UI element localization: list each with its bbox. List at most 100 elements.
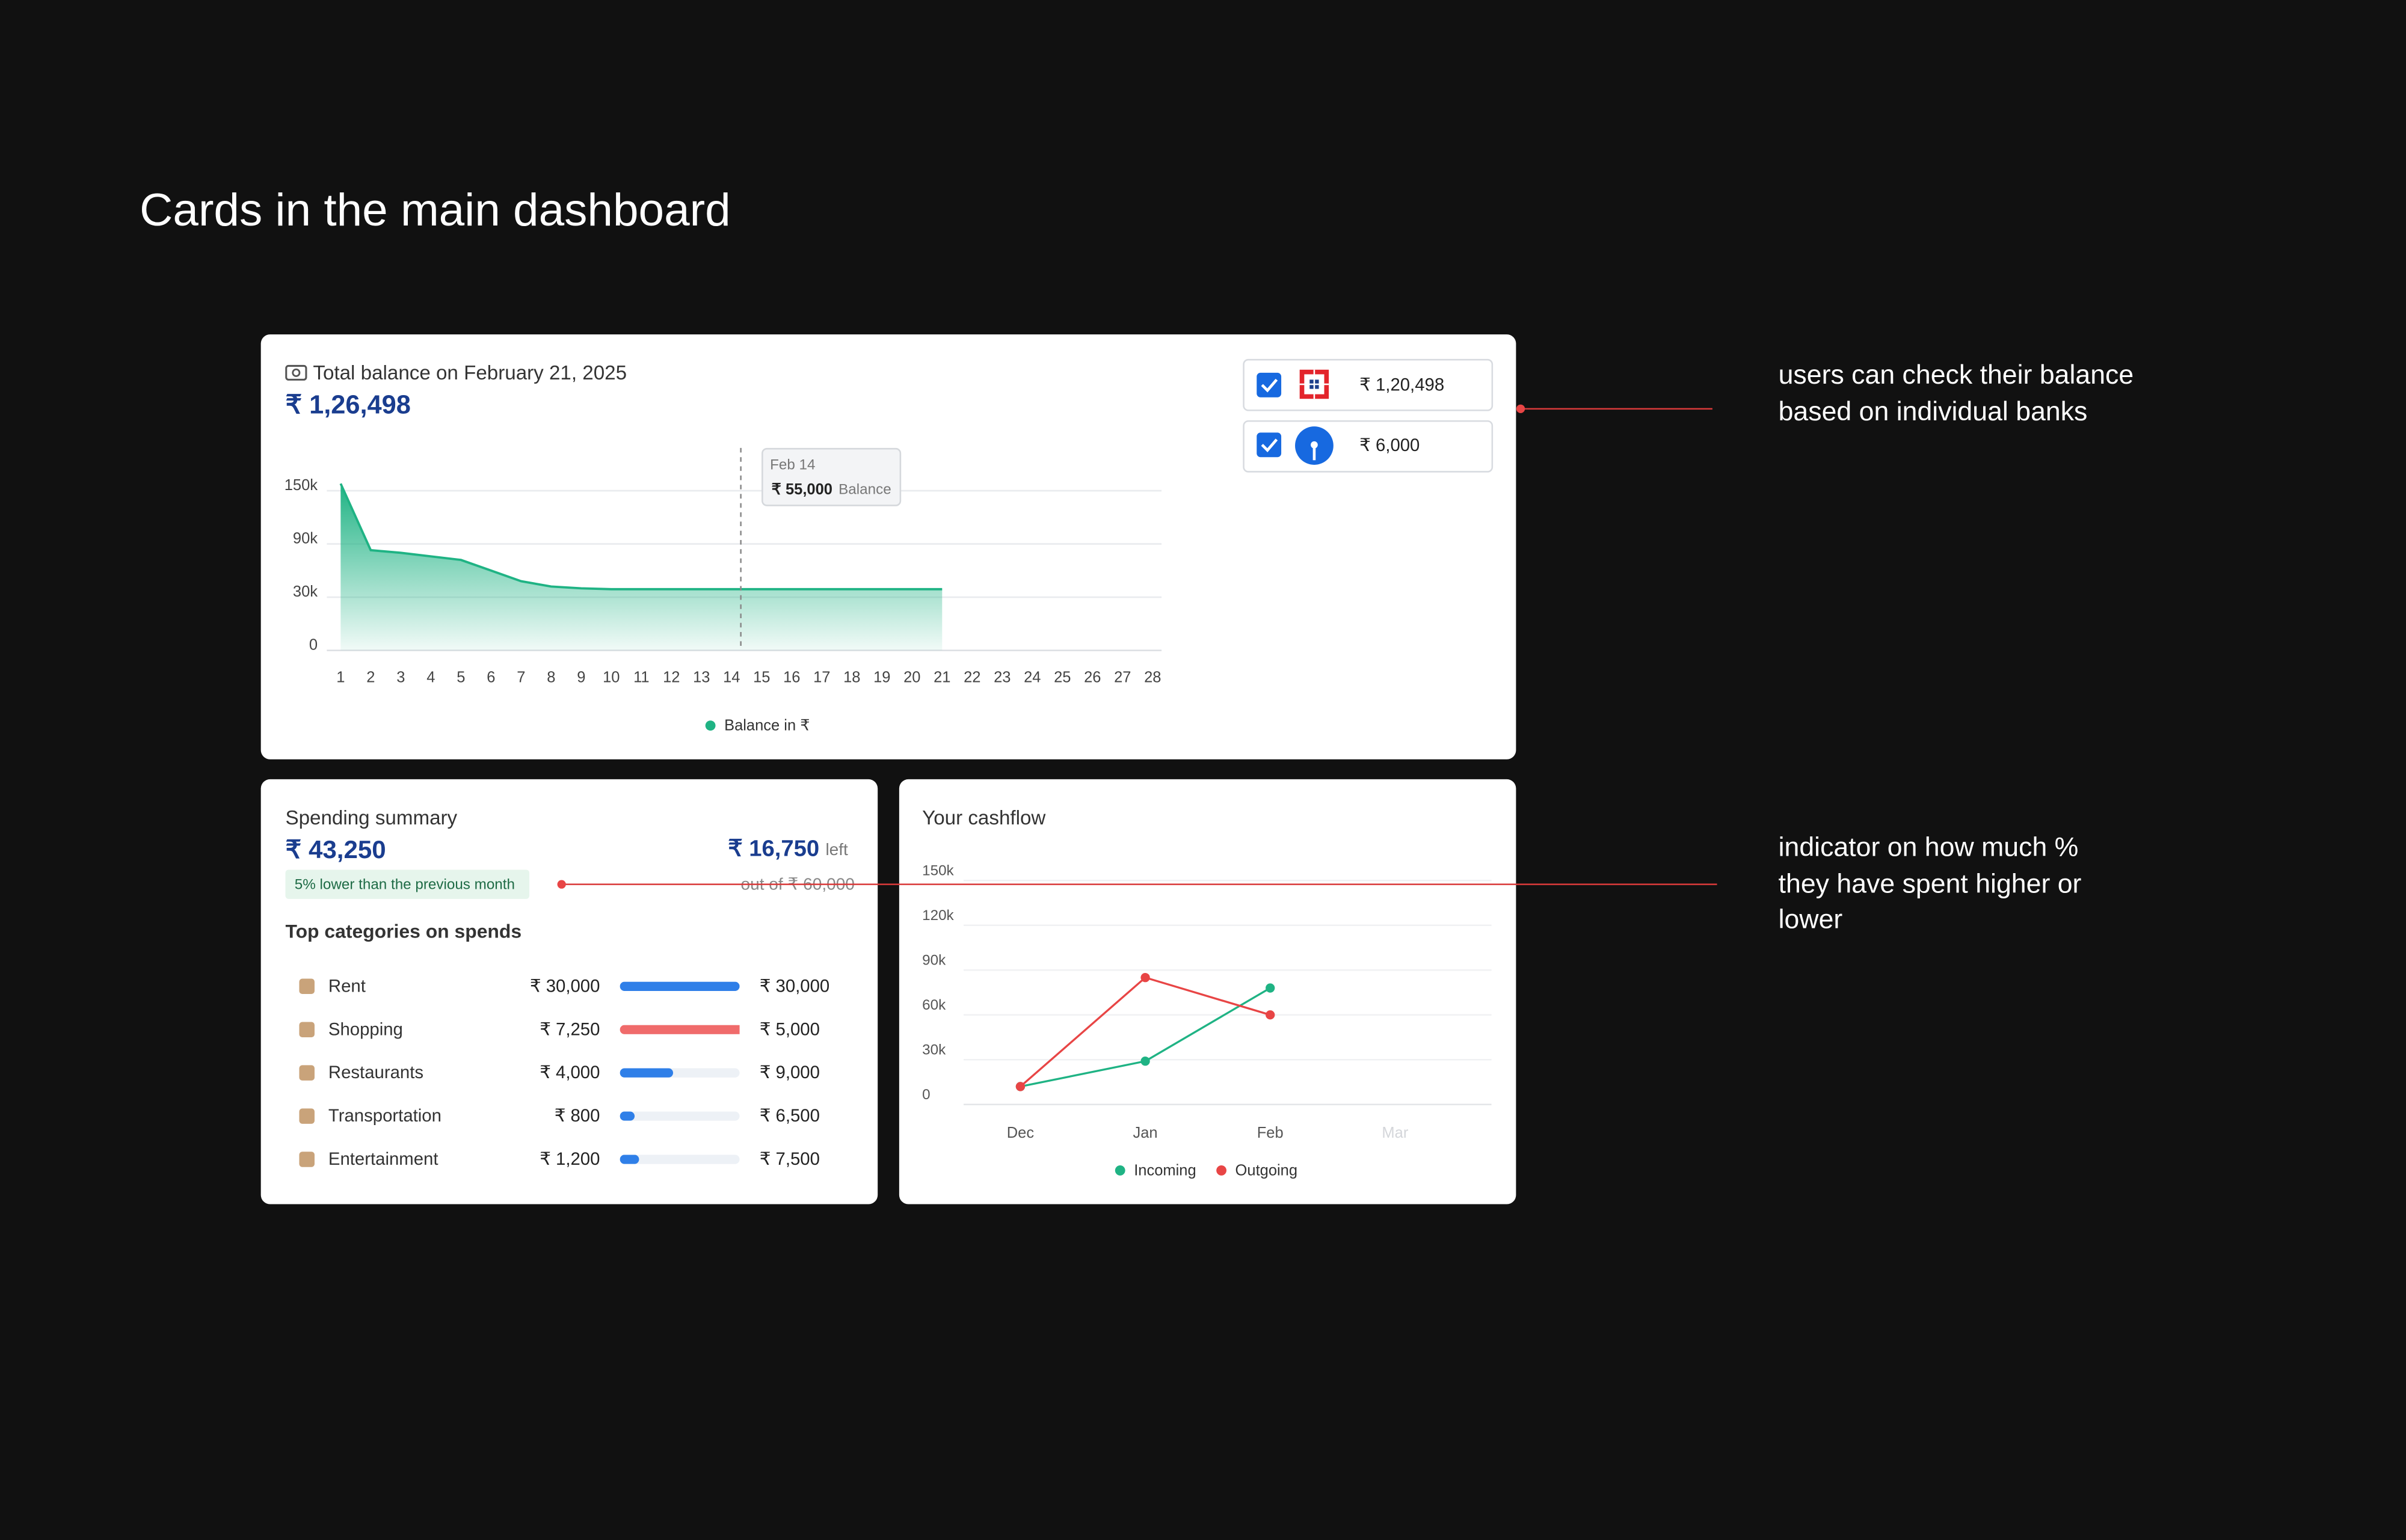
category-icon bbox=[299, 1065, 315, 1081]
x-tick-label: 22 bbox=[964, 669, 980, 686]
balance-area bbox=[340, 483, 943, 651]
x-tick-label: 3 bbox=[396, 669, 405, 686]
y-tick-label: 120k bbox=[922, 907, 954, 924]
x-tick-label: 20 bbox=[903, 669, 920, 686]
x-tick-label: 7 bbox=[517, 669, 525, 686]
series-point bbox=[1266, 1010, 1275, 1020]
category-name: Entertainment bbox=[328, 1149, 438, 1169]
x-tick-label: 13 bbox=[693, 669, 710, 686]
spend-bar bbox=[620, 1025, 740, 1034]
annotation-dot bbox=[557, 880, 566, 889]
budget-amount: ₹ 7,500 bbox=[760, 1149, 820, 1169]
change-badge bbox=[285, 870, 530, 899]
x-tick-label: 15 bbox=[753, 669, 770, 686]
y-tick-label: 150k bbox=[922, 862, 954, 879]
bar-clip bbox=[620, 981, 740, 991]
legend-label: Balance in ₹ bbox=[724, 717, 810, 734]
bank-logo-key bbox=[1312, 444, 1316, 461]
y-tick-label: 30k bbox=[293, 583, 318, 600]
x-tick-label: 18 bbox=[843, 669, 860, 686]
spend-bar bbox=[620, 981, 740, 991]
category-name: Rent bbox=[328, 976, 366, 996]
bank-amount: ₹ 1,20,498 bbox=[1359, 375, 1444, 394]
x-tick-label: 9 bbox=[577, 669, 585, 686]
checkmark bbox=[1261, 378, 1278, 393]
card-title: Spending summary bbox=[285, 807, 457, 829]
x-tick-label: 21 bbox=[934, 669, 950, 686]
series-point bbox=[1266, 983, 1275, 993]
bar-clip bbox=[620, 1111, 635, 1121]
spent-amount: ₹ 4,000 bbox=[540, 1063, 600, 1082]
x-tick-label: 6 bbox=[487, 669, 495, 686]
page-title: Cards in the main dashboard bbox=[140, 185, 731, 236]
balance-card bbox=[260, 334, 1516, 759]
series-point bbox=[1140, 1057, 1150, 1066]
category-icon bbox=[299, 1108, 315, 1124]
x-tick-label: 8 bbox=[547, 669, 555, 686]
legend-label: Outgoing bbox=[1235, 1162, 1298, 1179]
legend-dot bbox=[705, 720, 716, 731]
spent-amount: ₹ 1,200 bbox=[540, 1149, 600, 1169]
x-tick-label: Dec bbox=[1007, 1124, 1035, 1141]
category-icon bbox=[299, 1152, 315, 1167]
balance-total: ₹ 1,26,498 bbox=[285, 390, 410, 419]
card-title: Your cashflow bbox=[922, 807, 1046, 829]
x-tick-label: 16 bbox=[783, 669, 800, 686]
tooltip-value: ₹ 55,000 bbox=[772, 481, 832, 498]
x-tick-label: 5 bbox=[457, 669, 465, 686]
annotation: users can check their balance based on i… bbox=[1778, 358, 2134, 426]
x-tick-label: 1 bbox=[336, 669, 345, 686]
legend-label: Incoming bbox=[1134, 1162, 1196, 1179]
bank-amount: ₹ 6,000 bbox=[1359, 435, 1420, 455]
bank-logo-gap bbox=[1299, 383, 1329, 385]
bar-clip bbox=[620, 1155, 639, 1164]
budget-amount: ₹ 9,000 bbox=[760, 1063, 820, 1082]
x-tick-label: 23 bbox=[994, 669, 1011, 686]
y-tick-label: 0 bbox=[922, 1087, 930, 1103]
spent-amount: ₹ 800 bbox=[555, 1106, 600, 1126]
balance-label: Total balance on February 21, 2025 bbox=[313, 362, 627, 384]
x-tick-label: 24 bbox=[1024, 669, 1041, 686]
money-icon-dot bbox=[292, 368, 301, 377]
series-point bbox=[1140, 973, 1150, 983]
legend-dot bbox=[1216, 1165, 1227, 1176]
spend-bar bbox=[620, 1155, 639, 1164]
annotation: indicator on how much % they have spent … bbox=[1778, 831, 2082, 934]
spent-amount: ₹ 7,250 bbox=[540, 1019, 600, 1039]
x-tick-label: 4 bbox=[426, 669, 435, 686]
y-tick-label: 60k bbox=[922, 997, 946, 1013]
y-tick-label: 30k bbox=[922, 1041, 946, 1058]
cashflow-card bbox=[899, 779, 1516, 1204]
x-tick-label: 19 bbox=[873, 669, 890, 686]
annotation-dot bbox=[1516, 404, 1525, 413]
x-tick-label: Mar bbox=[1382, 1124, 1408, 1141]
left-amount: ₹ 16,750 bbox=[728, 835, 819, 861]
x-tick-label: 10 bbox=[603, 669, 620, 686]
spend-bar bbox=[620, 1111, 635, 1121]
category-name: Shopping bbox=[328, 1019, 403, 1039]
balance-line bbox=[339, 483, 943, 591]
x-tick-label: 2 bbox=[366, 669, 375, 686]
checkbox[interactable] bbox=[1257, 372, 1282, 397]
checkbox[interactable] bbox=[1257, 432, 1282, 458]
x-tick-label: 11 bbox=[633, 669, 649, 686]
category-icon bbox=[299, 978, 315, 995]
x-tick-label: 27 bbox=[1114, 669, 1131, 686]
y-tick-label: 0 bbox=[309, 637, 318, 654]
y-tick-label: 90k bbox=[293, 530, 318, 547]
checkmark bbox=[1261, 438, 1278, 453]
section-title: Top categories on spends bbox=[285, 920, 522, 942]
bar-track bbox=[620, 1155, 740, 1164]
budget-amount: ₹ 5,000 bbox=[760, 1019, 820, 1039]
tooltip-label: Balance bbox=[838, 481, 891, 497]
tooltip bbox=[761, 447, 902, 506]
x-tick-label: 17 bbox=[813, 669, 830, 686]
legend-dot bbox=[1115, 1165, 1125, 1176]
x-tick-label: 26 bbox=[1084, 669, 1101, 686]
category-icon bbox=[299, 1022, 315, 1037]
spent-amount: ₹ 30,000 bbox=[530, 976, 600, 996]
tooltip-date: Feb 14 bbox=[770, 457, 815, 473]
